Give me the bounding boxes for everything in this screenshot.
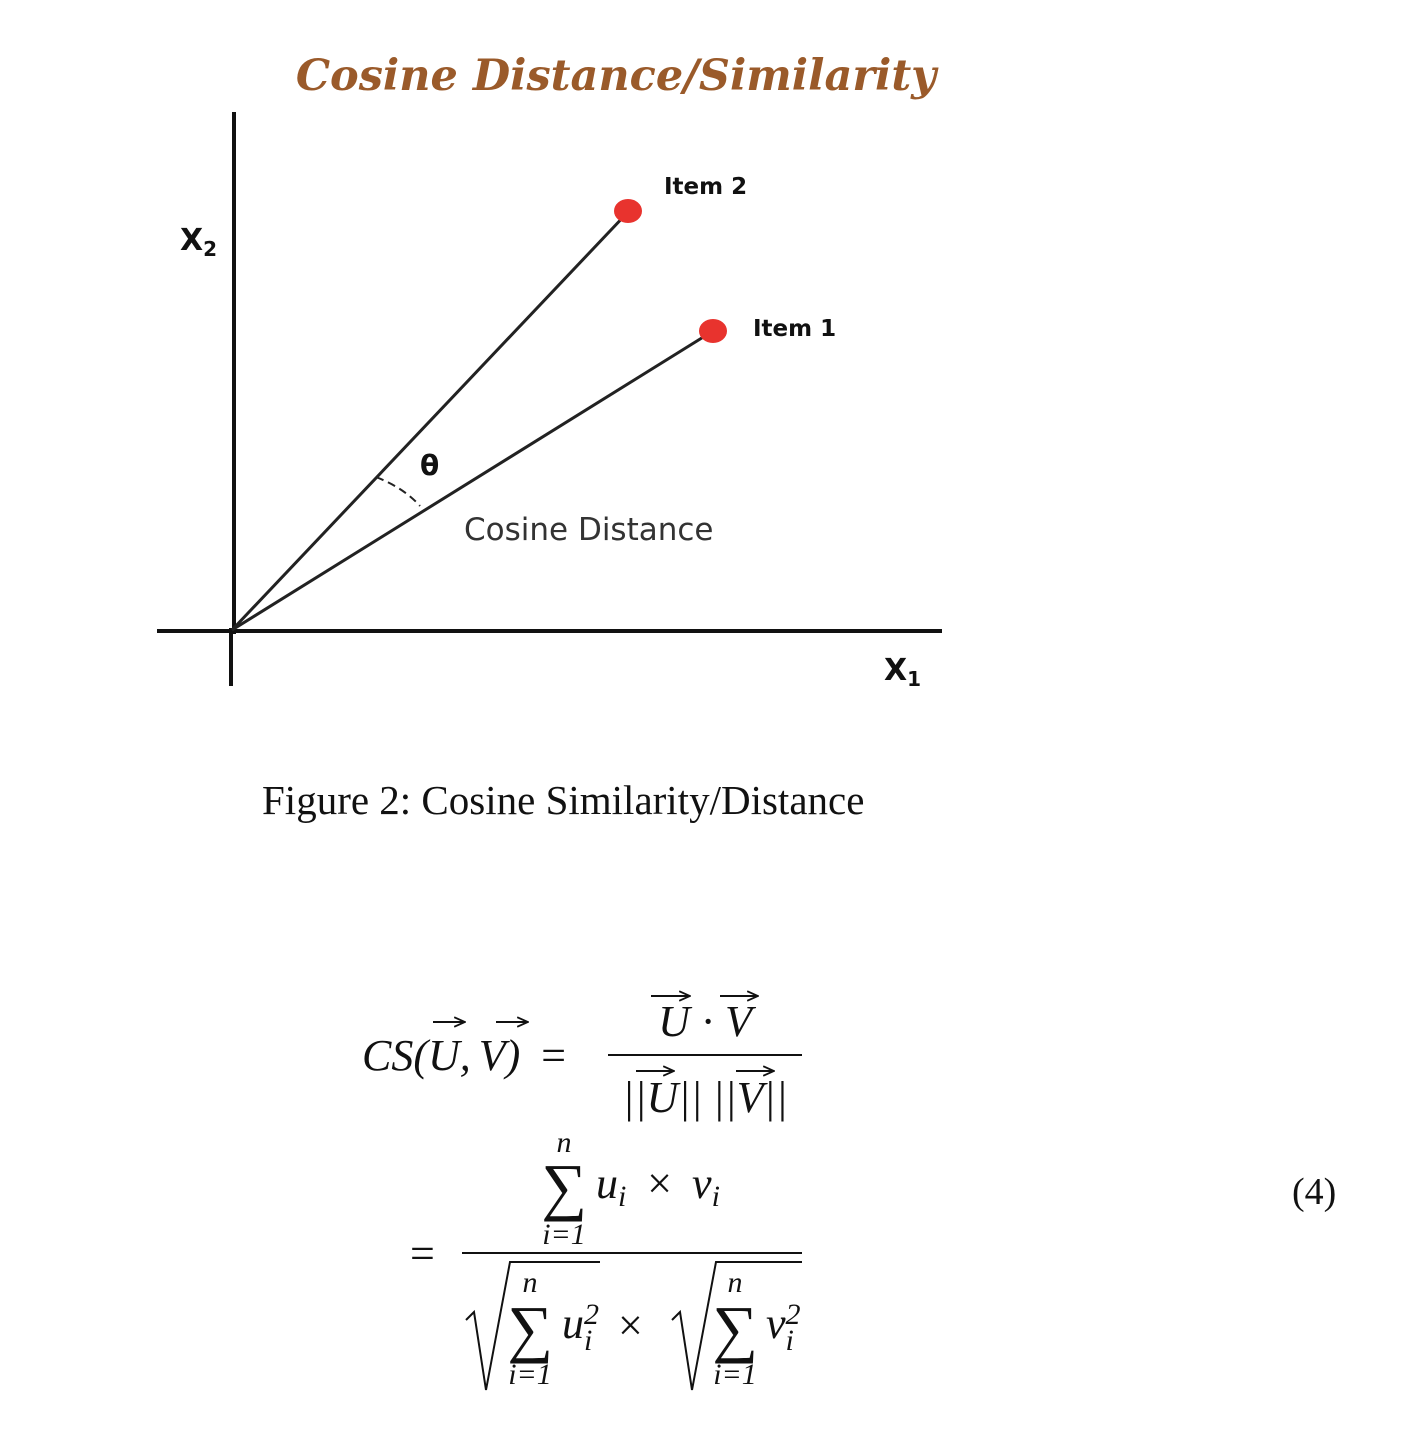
sigma: ∑ (712, 1293, 758, 1364)
item-1-point (699, 319, 727, 343)
v-squared: v2 i (766, 1298, 801, 1357)
times: × (618, 1301, 643, 1350)
figure-caption: Figure 2: Cosine Similarity/Distance (262, 777, 865, 823)
equation-number: (4) (1292, 1171, 1337, 1213)
theta-label: θ (420, 449, 439, 482)
sum-upper: n (557, 1126, 572, 1159)
cosine-distance-label: Cosine Distance (464, 512, 714, 548)
denominator-1: ||U|| ||V|| (622, 1073, 787, 1122)
equals-2: = (410, 1229, 435, 1278)
angle-arc (375, 476, 421, 507)
figure-title: Cosine Distance/Similarity (296, 51, 939, 101)
cosine-equation: CS(U, V) = U · V ||U|| ||V|| = n ∑ i=1 ui × vi … (362, 960, 802, 1391)
cosine-figure: Cosine Distance/Similarity X2 X1 Item 2 … (157, 51, 942, 691)
eq-lhs: CS(U, V) = (362, 1031, 568, 1080)
item-2-vector (230, 210, 630, 632)
item-2-point (614, 199, 642, 223)
u-squared: u2 i (562, 1298, 599, 1357)
item-1-label: Item 1 (753, 316, 836, 342)
item-1-vector (231, 329, 714, 632)
numerator-2: ui × vi (596, 1159, 720, 1213)
sum-lower: i=1 (542, 1218, 586, 1251)
sigma: ∑ (541, 1151, 587, 1222)
sum-lower: i=1 (508, 1358, 552, 1391)
sqrt-2 (671, 1261, 802, 1391)
sum-lower: i=1 (713, 1358, 757, 1391)
sqrt-1 (465, 1261, 600, 1391)
item-2-label: Item 2 (664, 174, 747, 200)
x2-label: X2 (180, 223, 217, 261)
x1-label: X1 (884, 653, 921, 691)
sigma: ∑ (507, 1293, 553, 1364)
sum-upper: n (523, 1266, 538, 1299)
numerator-1: U · V (658, 997, 757, 1046)
sum-upper: n (728, 1266, 743, 1299)
